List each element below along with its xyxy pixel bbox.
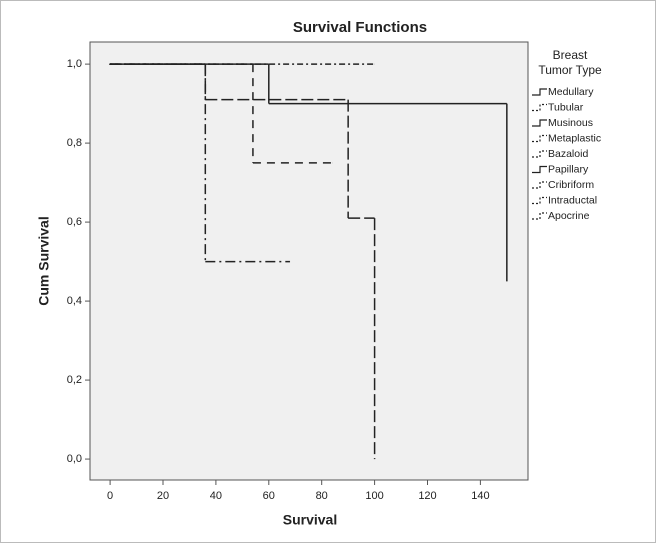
x-tick-label: 140	[471, 490, 489, 502]
x-tick-label: 80	[316, 490, 328, 502]
x-tick-label: 40	[210, 490, 222, 502]
legend-symbol	[532, 103, 547, 112]
x-axis-label: Survival	[283, 512, 337, 528]
x-tick-label: 60	[263, 490, 275, 502]
y-tick-label: 0,0	[67, 453, 82, 465]
chart-title: Survival Functions	[293, 19, 427, 36]
legend-symbol	[532, 196, 547, 205]
y-tick-label: 0,4	[67, 295, 82, 307]
legend-symbol	[532, 165, 547, 174]
legend-label: Intraductal	[548, 194, 597, 206]
legend-symbol	[532, 150, 547, 158]
legend-title: Tumor Type	[538, 63, 602, 77]
legend-label: Papillary	[548, 163, 589, 175]
legend-symbol	[532, 88, 547, 96]
x-tick-label: 0	[107, 490, 113, 502]
legend-title: Breast	[553, 48, 588, 62]
y-tick-label: 0,6	[67, 216, 82, 228]
legend-symbol	[532, 181, 547, 189]
x-tick-label: 100	[365, 490, 383, 502]
legend-label: Tubular	[548, 101, 584, 113]
legend-label: Musinous	[548, 117, 593, 129]
legend-label: Apocrine	[548, 210, 590, 222]
legend-symbol	[532, 134, 547, 143]
legend-symbol	[532, 119, 547, 127]
y-tick-label: 0,2	[67, 374, 82, 386]
x-tick-label: 120	[418, 490, 436, 502]
legend-label: Cribriform	[548, 179, 594, 191]
legend-label: Metaplastic	[548, 132, 601, 144]
legend-label: Bazaloid	[548, 148, 588, 160]
y-tick-label: 1,0	[67, 58, 82, 70]
legend-symbol	[532, 212, 547, 220]
x-tick-label: 20	[157, 490, 169, 502]
y-tick-label: 0,8	[67, 137, 82, 149]
y-axis-label: Cum Survival	[36, 216, 52, 305]
legend-label: Medullary	[548, 86, 594, 98]
plot-area	[89, 41, 529, 481]
